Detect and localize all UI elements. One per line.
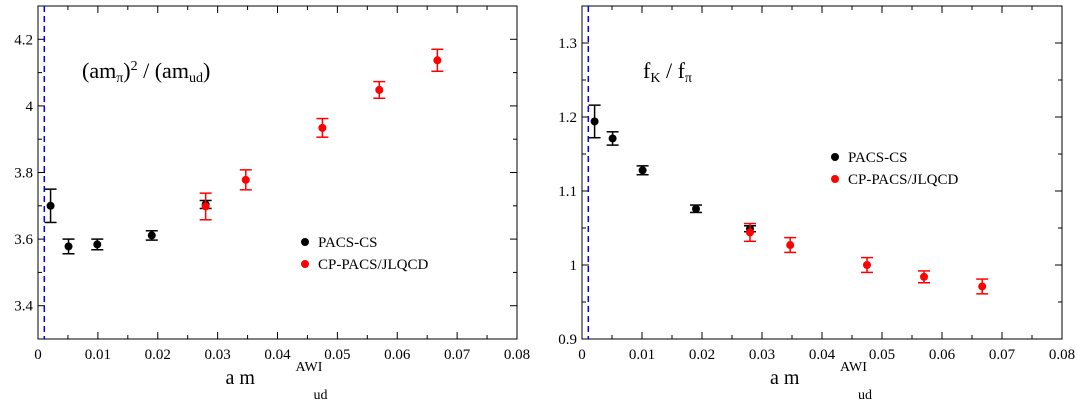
panel-label-sub2: π	[685, 71, 692, 86]
x-tick-label: 0	[34, 347, 42, 363]
x-tick-label: 0.05	[324, 347, 350, 363]
x-tick-label: 0	[578, 347, 586, 363]
y-tick-label: 0.9	[558, 332, 577, 348]
legend: PACS-CS CP-PACS/JLQCD	[831, 150, 958, 188]
x-tick-label: 0.04	[809, 347, 836, 363]
x-tick-label: 0.06	[929, 347, 956, 363]
legend-label: PACS-CS	[848, 150, 908, 166]
x-axis-label-main: a m	[226, 367, 256, 389]
panel-label: fK / fπ	[643, 58, 692, 86]
panel-label-sub: π	[116, 71, 123, 86]
chart-panel-2: 0 0.01 0.02 0.03 0.04 0.05 0.06 0.07 0.08 0.9 1 1.1…	[558, 5, 1075, 403]
data-point	[692, 204, 700, 213]
panel-label-main: (am	[82, 58, 116, 83]
x-axis-label: a m	[770, 367, 800, 389]
y-tick-label: 1.3	[558, 36, 577, 52]
y-tick-label: 1.2	[558, 110, 577, 126]
x-axis-label: a m	[226, 367, 256, 389]
x-tick-label: 0.03	[749, 347, 775, 363]
data-point	[746, 228, 754, 237]
plot-frame	[37, 5, 518, 340]
chart-panel-1: 0 0.01 0.02 0.03 0.04 0.05 0.06 0.07 0.08 3.4 3.6 3…	[14, 5, 530, 403]
legend-marker	[831, 153, 839, 161]
x-axis-label-main: a m	[770, 367, 800, 389]
x-tick-label: 0.07	[989, 347, 1016, 363]
series-cp-pacs-jlqcd	[744, 222, 989, 295]
data-point	[318, 123, 327, 132]
panel-label-mid: / (am	[138, 58, 189, 83]
x-axis-label-sub: ud	[314, 388, 328, 402]
legend-marker	[301, 260, 309, 268]
panel-label-sup: 2	[131, 59, 138, 74]
data-point	[978, 282, 987, 291]
panel-label: (amπ)2 / (amud)	[82, 58, 210, 86]
x-axis-label-sup: AWI	[840, 360, 867, 375]
data-point	[638, 166, 647, 175]
data-point	[46, 201, 55, 210]
y-tick-label: 3.6	[14, 232, 33, 248]
x-tick-label: 0.08	[504, 347, 530, 363]
data-point	[93, 240, 102, 249]
y-tick-label: 1	[570, 258, 578, 274]
plot-frame	[581, 5, 1063, 340]
x-tick-label: 0.08	[1049, 347, 1075, 363]
data-point	[920, 272, 928, 281]
x-tick-label: 0.01	[629, 347, 655, 363]
series-pacs-cs	[588, 104, 756, 233]
x-tick-label: 0.05	[869, 347, 895, 363]
y-tick-label: 3.8	[14, 166, 33, 182]
panel-label-sub2: ud	[189, 71, 203, 86]
legend-marker	[301, 238, 309, 246]
legend-label: CP-PACS/JLQCD	[848, 172, 958, 188]
x-tick-label: 0.02	[145, 347, 171, 363]
panel-label-close: )	[123, 58, 130, 83]
data-point	[590, 117, 599, 126]
x-axis-label-sup: AWI	[296, 360, 323, 375]
x-axis-label-sub: ud	[858, 388, 872, 402]
x-tick-label: 0.01	[85, 347, 111, 363]
y-tick-label: 3.4	[14, 299, 33, 315]
data-point	[433, 56, 442, 65]
data-point	[786, 241, 795, 250]
series-pacs-cs	[44, 188, 212, 255]
data-point	[608, 134, 617, 143]
x-tick-label: 0.03	[205, 347, 231, 363]
x-tick-label: 0.04	[264, 347, 291, 363]
series-cp-pacs-jlqcd	[199, 48, 444, 221]
data-point	[375, 85, 384, 94]
x-tick-label: 0.02	[689, 347, 715, 363]
panel-label-sub: K	[650, 71, 660, 86]
panel-label-mid: / f	[660, 58, 685, 83]
y-tick-label: 4.2	[14, 32, 33, 48]
y-tick-label: 1.1	[558, 184, 577, 200]
legend-marker	[831, 175, 839, 183]
panel-label-main: f	[643, 58, 651, 83]
data-point	[147, 231, 156, 240]
y-tick-label: 4	[26, 99, 34, 115]
panel-label-end: )	[203, 58, 210, 83]
legend: PACS-CS CP-PACS/JLQCD	[301, 235, 428, 273]
x-tick-label: 0.07	[444, 347, 471, 363]
legend-label: CP-PACS/JLQCD	[318, 257, 428, 273]
data-point	[241, 175, 250, 184]
data-point	[64, 242, 73, 251]
x-tick-label: 0.06	[384, 347, 411, 363]
data-point	[863, 261, 871, 269]
data-point	[201, 202, 210, 211]
legend-label: PACS-CS	[318, 235, 378, 251]
